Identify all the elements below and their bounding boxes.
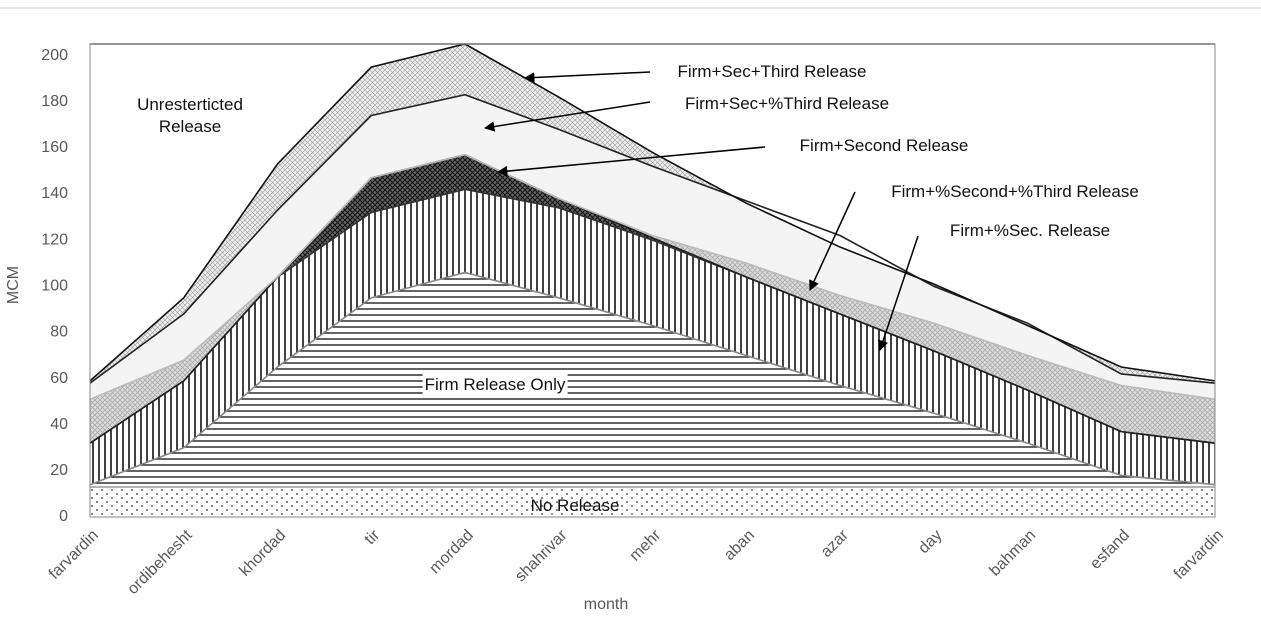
series-line <box>89 153 1216 401</box>
region-label: Unresterticted Release <box>137 95 243 136</box>
y-tick-label: 60 <box>50 370 68 387</box>
plot-frame <box>89 43 1216 518</box>
y-tick-label: 20 <box>50 462 68 479</box>
x-tick-label: farvardin <box>46 527 102 583</box>
annotation-arrow <box>523 71 651 83</box>
area-fill <box>90 154 1215 444</box>
x-tick-label: shahrivar <box>512 526 571 585</box>
x-tick-label: aban <box>721 527 758 564</box>
area-fill <box>90 189 1215 485</box>
y-tick-label: 100 <box>41 277 68 294</box>
region-label: Firm+Sec+Third Release <box>675 61 869 83</box>
y-axis-label: MCM <box>5 266 22 304</box>
y-tick-label: 80 <box>50 324 68 341</box>
x-tick-label: khordad <box>236 527 289 580</box>
series-line <box>89 43 1216 382</box>
x-tick-label: esfand <box>1087 527 1133 573</box>
annotation-arrow <box>809 191 856 291</box>
x-tick-label: mehr <box>627 526 665 564</box>
area-fill <box>90 44 1215 381</box>
region-label: Firm+Second Release <box>797 135 971 157</box>
x-tick-label: bahman <box>986 527 1039 580</box>
y-tick-label: 200 <box>41 47 68 64</box>
x-tick-label: farvardin <box>1171 527 1227 583</box>
x-tick-label: ordibehesht <box>124 526 196 598</box>
region-label: Firm+Sec+%Third Release <box>682 93 892 115</box>
region-label: No Release <box>530 496 620 515</box>
annotation-arrow <box>878 235 919 351</box>
y-tick-label: 40 <box>50 416 68 433</box>
x-tick-label: azar <box>818 526 853 561</box>
region-label: Firm+%Second+%Third Release <box>889 181 1141 203</box>
y-tick-label: 120 <box>41 231 68 248</box>
y-tick-label: 160 <box>41 139 68 156</box>
y-tick-label: 140 <box>41 185 68 202</box>
annotation-arrow <box>483 101 651 132</box>
series-line <box>89 93 1216 384</box>
area-fill <box>90 272 1215 488</box>
series-line <box>89 271 1216 486</box>
x-tick-label: day <box>915 527 945 557</box>
region-label: Firm Release Only <box>422 374 568 396</box>
region-label: Firm+%Sec. Release <box>947 220 1113 242</box>
annotation-arrow <box>496 146 766 177</box>
area-fill <box>90 487 1215 517</box>
y-tick-label: 0 <box>59 508 68 525</box>
x-axis-label: month <box>584 596 628 613</box>
x-tick-label: mordad <box>426 527 476 577</box>
x-tick-label: tir <box>362 526 384 548</box>
y-tick-label: 180 <box>41 93 68 110</box>
